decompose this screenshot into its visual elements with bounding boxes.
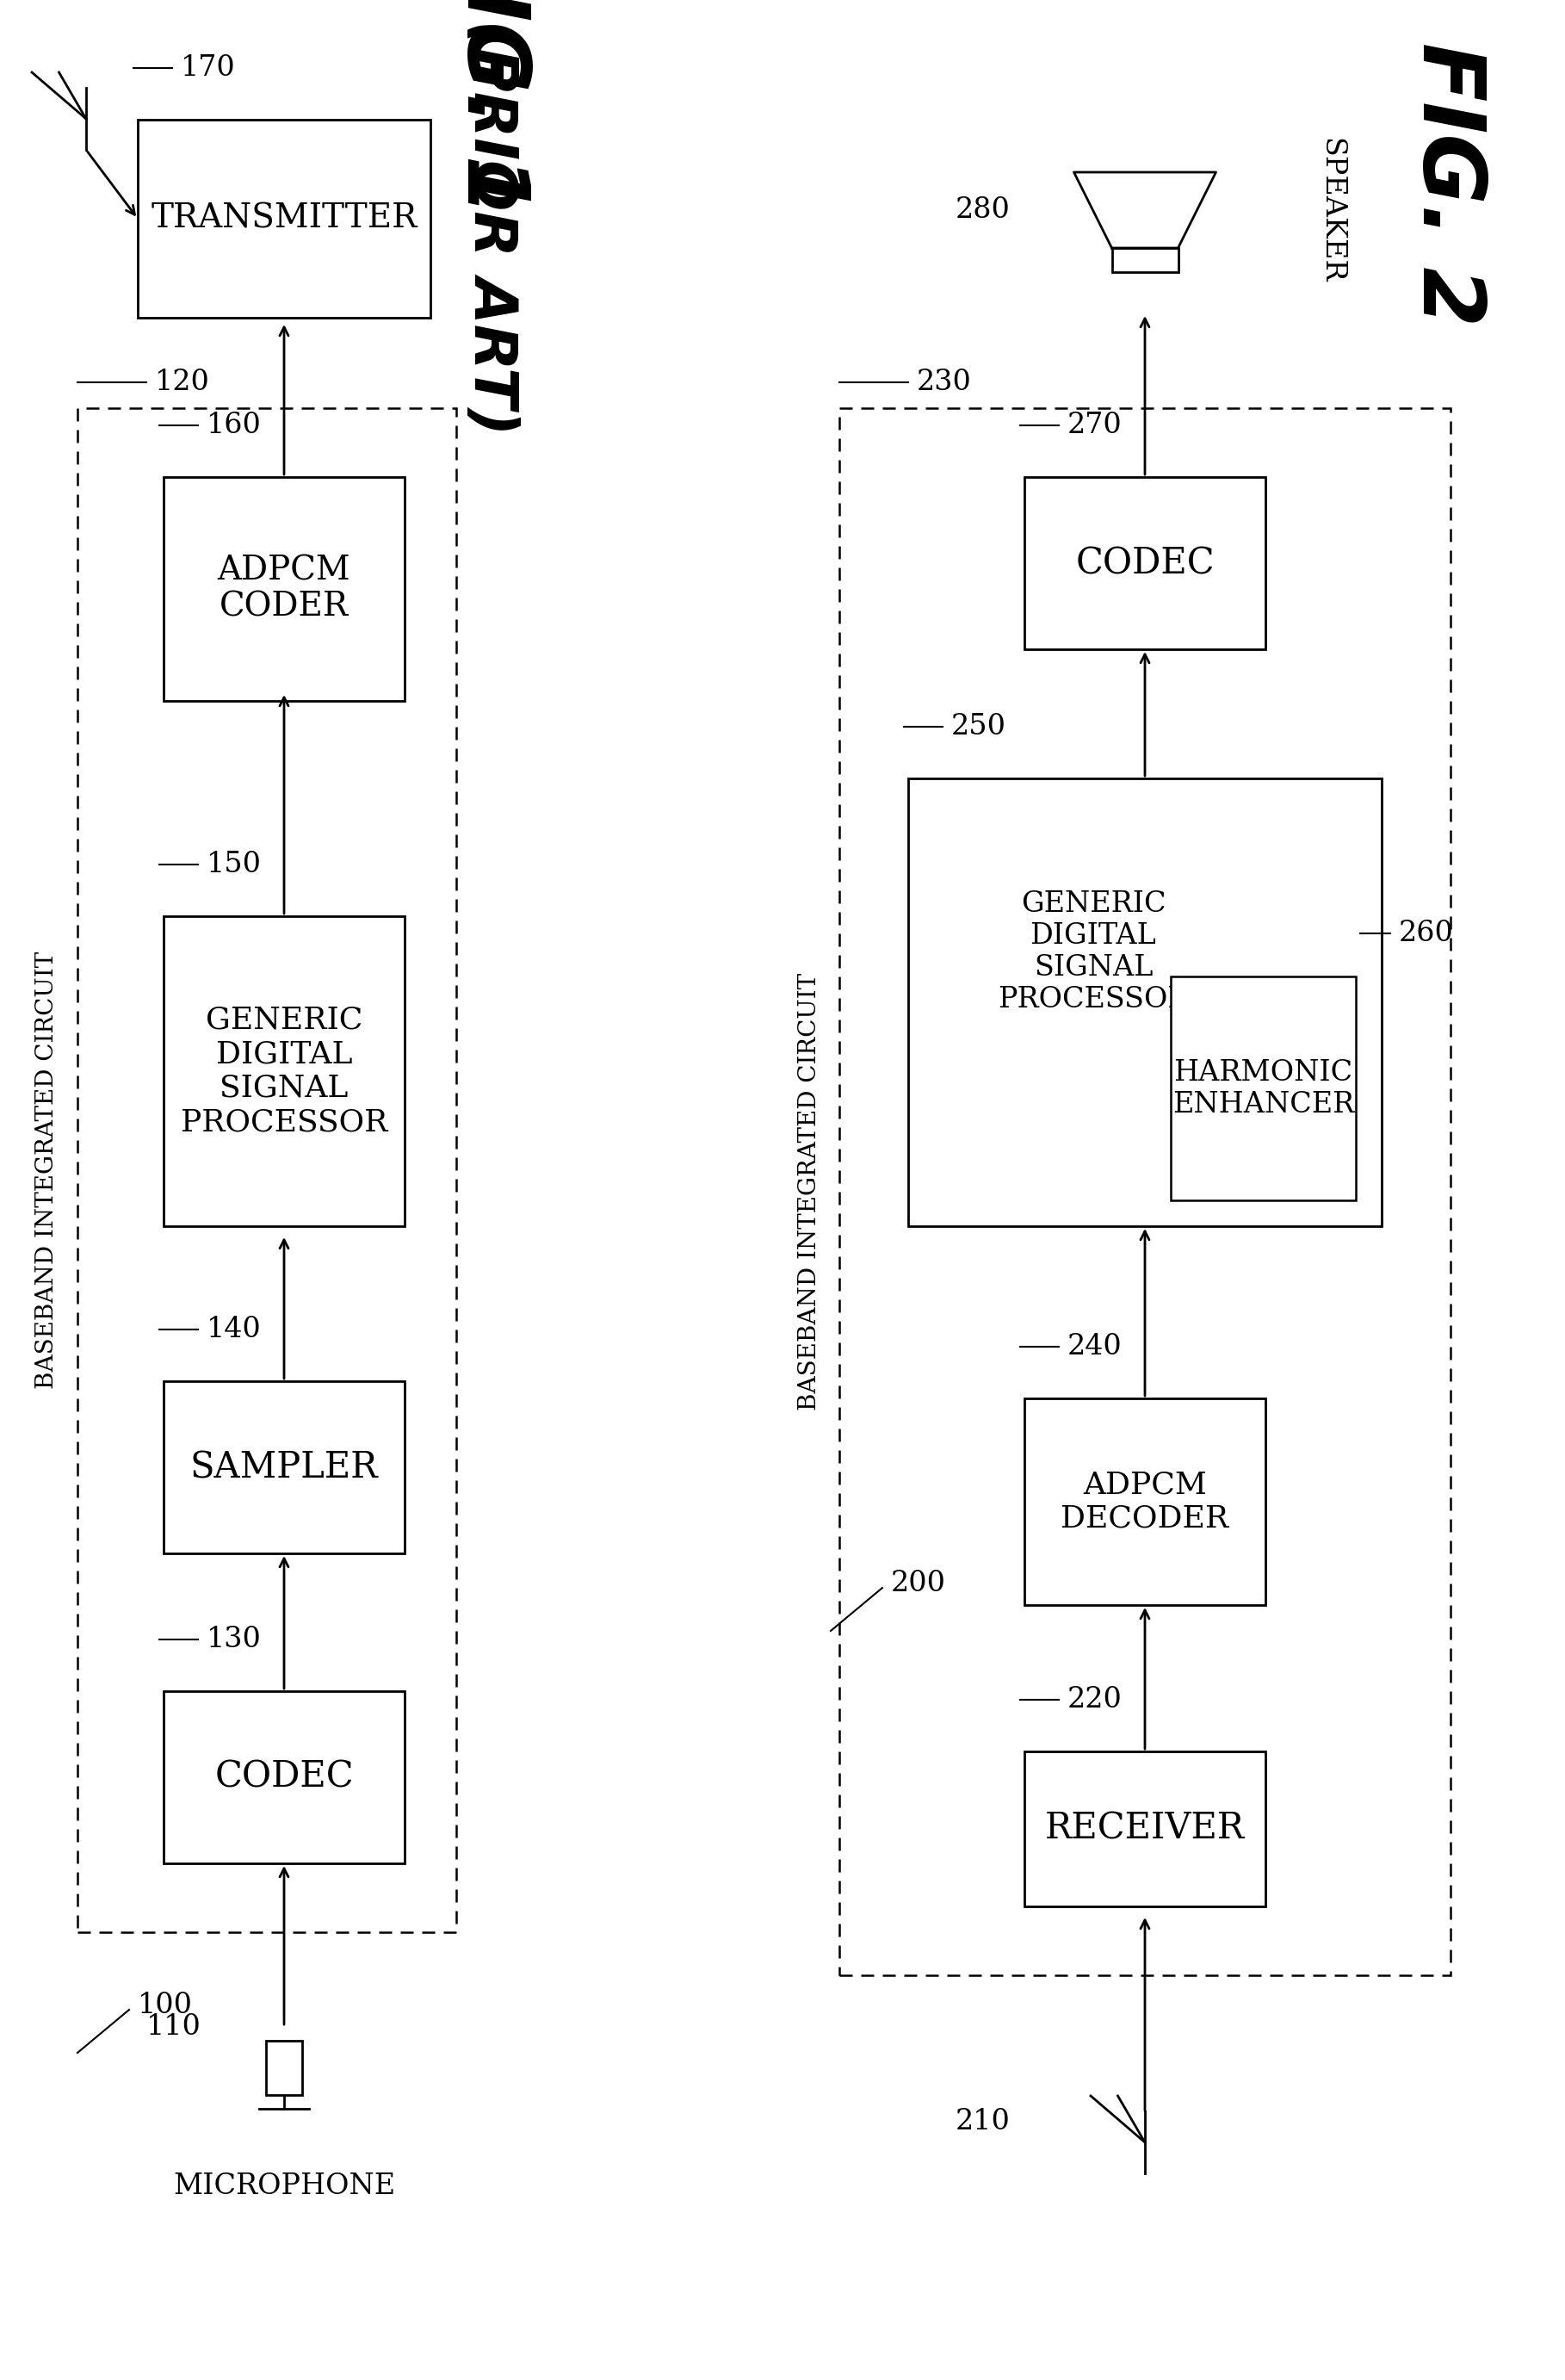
Bar (164, 916, 405, 1226)
Text: 280: 280 (956, 195, 1011, 224)
Text: 230: 230 (917, 369, 972, 395)
Text: SAMPLER: SAMPLER (189, 1449, 379, 1485)
Text: SPEAKER: SPEAKER (1318, 138, 1344, 283)
Bar (1025, 1399, 1266, 1604)
Bar (78, 407, 457, 1933)
Text: 130: 130 (207, 1626, 261, 1654)
Text: GENERIC
DIGITAL
SIGNAL
PROCESSOR: GENERIC DIGITAL SIGNAL PROCESSOR (997, 890, 1189, 1014)
Bar (138, 119, 430, 319)
Bar (164, 476, 405, 702)
Text: MICROPHONE: MICROPHONE (174, 2173, 396, 2199)
Bar (1025, 1752, 1266, 1906)
Text: CODEC: CODEC (214, 1759, 354, 1795)
Text: 170: 170 (182, 55, 236, 81)
Polygon shape (1074, 171, 1216, 248)
Text: BASEBAND INTEGRATED CIRCUIT: BASEBAND INTEGRATED CIRCUIT (36, 952, 59, 1390)
Text: 220: 220 (1067, 1685, 1122, 1714)
Text: ADPCM
DECODER: ADPCM DECODER (1061, 1471, 1229, 1533)
Text: 160: 160 (207, 412, 261, 440)
Text: 270: 270 (1067, 412, 1122, 440)
Bar (839, 407, 1451, 1975)
Text: TRANSMITTER: TRANSMITTER (150, 202, 418, 236)
Text: GENERIC
DIGITAL
SIGNAL
PROCESSOR: GENERIC DIGITAL SIGNAL PROCESSOR (180, 1007, 388, 1138)
Bar (164, 1692, 405, 1864)
Text: RECEIVER: RECEIVER (1045, 1811, 1244, 1847)
Text: 240: 240 (1067, 1333, 1122, 1361)
Text: 260: 260 (1399, 919, 1454, 947)
Bar (1111, 248, 1178, 271)
Text: ADPCM
CODER: ADPCM CODER (218, 555, 351, 624)
Text: 120: 120 (155, 369, 210, 395)
Text: BASEBAND INTEGRATED CIRCUIT: BASEBAND INTEGRATED CIRCUIT (798, 973, 820, 1411)
Bar (164, 1380, 405, 1554)
Text: 150: 150 (207, 850, 261, 878)
Bar (1171, 976, 1355, 1200)
Text: 200: 200 (890, 1571, 947, 1597)
Text: 110: 110 (147, 2013, 202, 2040)
Text: 100: 100 (138, 1992, 192, 2018)
Text: FIG. 2: FIG. 2 (1404, 43, 1488, 326)
Text: 210: 210 (956, 2109, 1011, 2135)
Text: FIG. 1: FIG. 1 (449, 0, 532, 214)
Bar (266, 2042, 302, 2094)
Text: CODEC: CODEC (1075, 545, 1214, 581)
Text: 250: 250 (952, 714, 1006, 740)
Bar (1025, 476, 1266, 650)
Text: (PRIOR ART): (PRIOR ART) (462, 19, 520, 436)
Bar (908, 778, 1382, 1226)
Text: HARMONIC
ENHANCER: HARMONIC ENHANCER (1172, 1059, 1354, 1119)
Text: 140: 140 (207, 1316, 261, 1342)
